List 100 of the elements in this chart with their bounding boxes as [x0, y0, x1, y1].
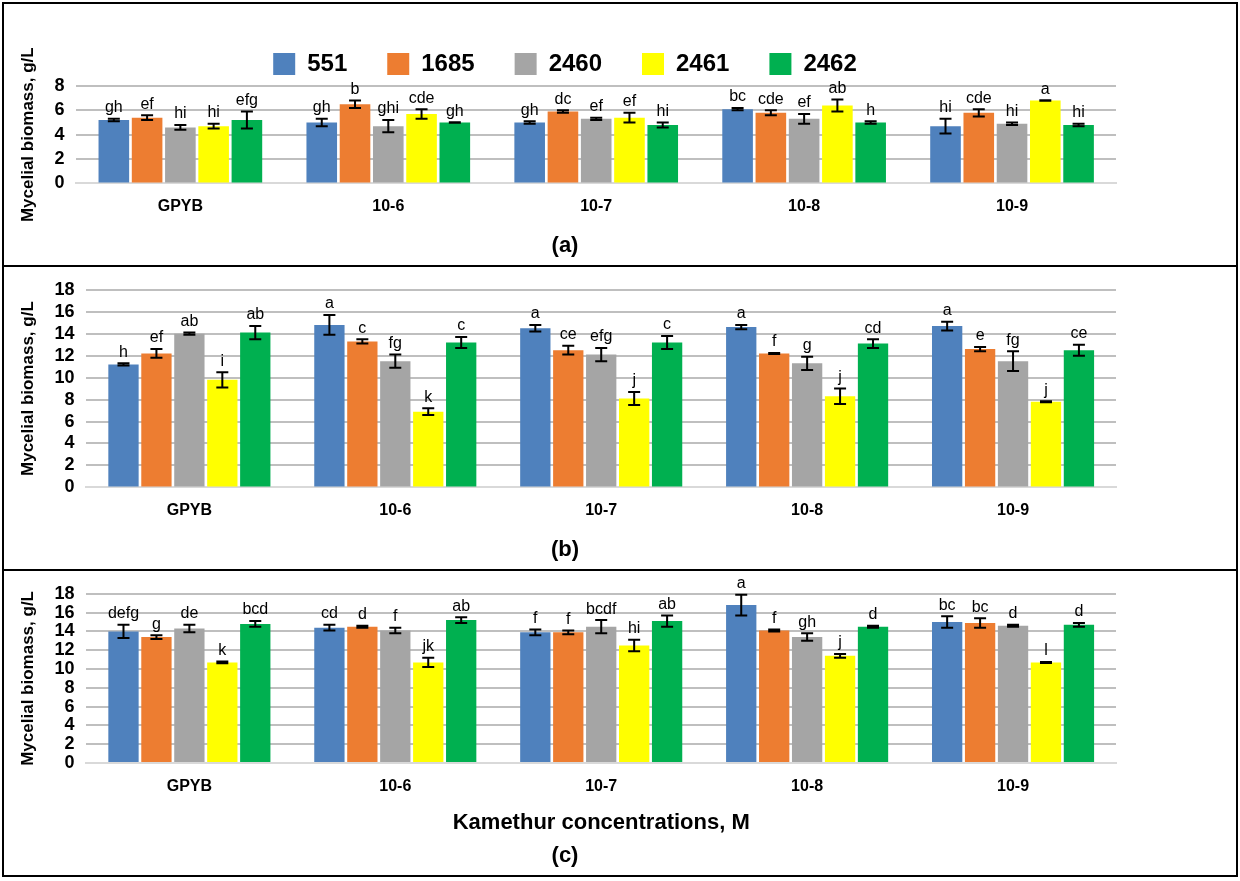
data-label: e	[975, 326, 985, 344]
bar	[413, 662, 444, 762]
data-label: ab	[658, 594, 677, 612]
x-tick-label: 10-8	[788, 197, 821, 215]
data-label: d	[1074, 602, 1084, 620]
bar	[520, 328, 551, 487]
data-label: ab	[452, 596, 471, 614]
bar	[240, 623, 271, 762]
bar	[580, 118, 612, 183]
data-label: k	[218, 640, 228, 658]
y-tick-label: 2	[64, 733, 75, 754]
data-label: cd	[320, 604, 338, 622]
bar	[131, 117, 163, 183]
bar	[1063, 124, 1094, 183]
data-label: hi	[1072, 103, 1085, 121]
y-tick-label: 18	[54, 582, 75, 603]
data-label: bcdf	[586, 599, 617, 617]
data-label: gh	[520, 100, 539, 118]
data-label: fg	[1006, 330, 1020, 348]
y-tick-label: 16	[54, 601, 75, 622]
x-tick-label: 10-6	[379, 777, 412, 795]
data-label: hi	[656, 101, 669, 119]
data-label: h	[866, 100, 876, 118]
data-label: c	[457, 316, 466, 334]
data-label: c	[358, 318, 367, 336]
bar	[726, 605, 757, 762]
bar	[339, 104, 371, 183]
data-label: ef	[797, 93, 812, 111]
data-label: cde	[965, 88, 992, 106]
text: (c)	[551, 841, 579, 867]
bar	[1063, 624, 1095, 762]
data-label: ghi	[377, 99, 399, 117]
data-label: f	[566, 609, 572, 627]
bar	[174, 333, 205, 487]
data-label: c	[663, 315, 672, 333]
data-label: ab	[180, 312, 199, 330]
data-label: j	[1043, 380, 1048, 398]
bar	[306, 122, 338, 183]
x-tick-label: 10-8	[791, 777, 824, 795]
bar	[931, 326, 963, 487]
x-tick-label: 10-6	[379, 501, 412, 519]
bar	[439, 122, 471, 183]
data-label: bc	[971, 597, 989, 615]
data-label: hi	[174, 104, 187, 122]
bar	[824, 396, 856, 487]
y-axis-title: Mycelial biomass, g/L	[17, 301, 37, 476]
bar	[108, 631, 139, 762]
bar	[314, 324, 345, 487]
bar	[755, 112, 787, 183]
y-tick-label: 6	[64, 410, 75, 431]
data-label: a	[736, 574, 746, 592]
bar	[165, 127, 196, 183]
bar	[520, 632, 551, 762]
y-tick-label: 0	[54, 172, 65, 193]
bar	[791, 363, 823, 487]
bar	[347, 341, 378, 487]
data-label: a	[324, 294, 334, 312]
y-tick-label: 10	[54, 366, 75, 387]
bar	[963, 112, 995, 183]
bar	[413, 411, 444, 487]
data-label: i	[220, 351, 225, 369]
data-label: efg	[235, 90, 259, 108]
x-tick-label: 10-7	[580, 197, 613, 215]
text: (b)	[550, 535, 580, 561]
bar	[997, 625, 1029, 762]
bar	[1030, 662, 1062, 762]
bar	[791, 637, 823, 762]
y-tick-label: 8	[64, 388, 75, 409]
data-label: cd	[864, 318, 882, 336]
x-tick-label: 10-9	[996, 197, 1029, 215]
bar	[141, 637, 172, 762]
bar	[651, 342, 683, 487]
bar	[207, 379, 238, 487]
data-label: gh	[798, 612, 817, 630]
data-label: a	[942, 301, 952, 319]
data-label: bcd	[242, 600, 269, 618]
x-tick-label: 10-8	[791, 501, 824, 519]
bar	[964, 349, 996, 487]
data-label: d	[357, 605, 367, 623]
data-label: dc	[554, 89, 572, 107]
legend-label: 1685	[421, 48, 475, 76]
bar	[1030, 100, 1061, 183]
bar	[619, 645, 650, 762]
bar	[824, 655, 856, 762]
bar	[207, 662, 238, 762]
y-tick-label: 14	[54, 322, 75, 343]
bar	[857, 343, 889, 487]
data-label: a	[1040, 79, 1050, 97]
bar	[586, 626, 617, 762]
x-tick-label: 10-6	[372, 197, 405, 215]
data-label: l	[1044, 641, 1048, 659]
data-label: f	[771, 332, 777, 350]
y-tick-label: 12	[54, 344, 75, 365]
bar	[1063, 350, 1095, 487]
bar	[586, 354, 617, 487]
legend-label: 2460	[548, 48, 603, 76]
y-axis-title: Mycelial biomass, g/L	[17, 47, 37, 223]
data-label: gh	[312, 98, 331, 116]
data-label: a	[530, 304, 540, 322]
y-tick-label: 8	[54, 74, 65, 95]
